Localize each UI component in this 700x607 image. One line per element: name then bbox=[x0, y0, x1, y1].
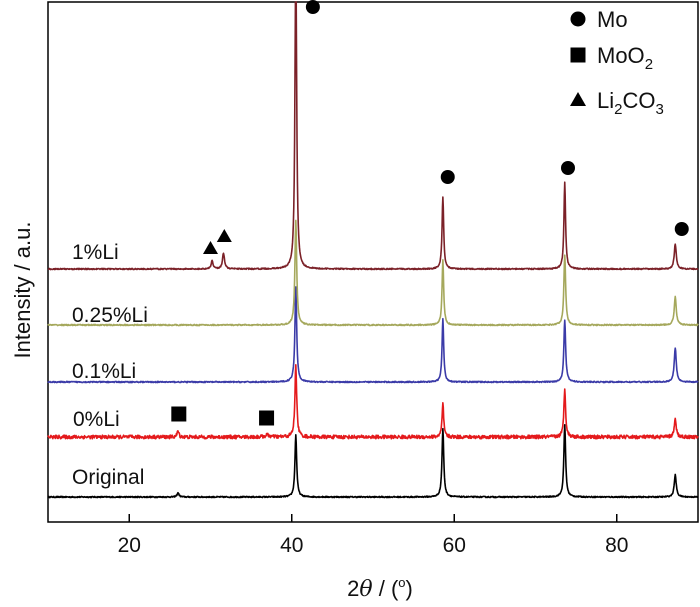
x-label-degree: o bbox=[398, 575, 405, 590]
phase-markers bbox=[171, 0, 689, 426]
x-label-prefix: 2 bbox=[347, 576, 359, 601]
legend-label-1: MoO2 bbox=[597, 43, 653, 73]
series-line-0 bbox=[47, 424, 699, 499]
plot-frame bbox=[47, 1, 699, 523]
triangle-marker-4 bbox=[203, 241, 218, 254]
circle-marker-2 bbox=[561, 161, 575, 175]
circle-marker-3 bbox=[674, 222, 689, 236]
legend-label-0: Mo bbox=[597, 7, 628, 32]
legend-label-2: Li2CO3 bbox=[597, 88, 664, 118]
series-line-3 bbox=[47, 219, 699, 327]
legend: Mo MoO2 Li2CO3 bbox=[570, 7, 664, 118]
series-line-4 bbox=[47, 1, 699, 271]
x-axis-label: 2θ / (o) bbox=[347, 575, 413, 602]
x-tick-label-40: 40 bbox=[280, 534, 303, 557]
legend-circle-icon bbox=[570, 11, 586, 27]
series-label-4: 1%Li bbox=[72, 241, 119, 264]
series-labels: Original 0%Li 0.1%Li 0.25%Li 1%Li bbox=[72, 241, 148, 489]
x-tick-label-60: 60 bbox=[443, 534, 466, 557]
series-line-2 bbox=[47, 286, 699, 384]
series-label-0: Original bbox=[72, 466, 144, 489]
series-label-3: 0.25%Li bbox=[72, 304, 148, 327]
circle-marker-1 bbox=[440, 170, 455, 184]
series-label-2: 0.1%Li bbox=[72, 360, 136, 383]
square-marker-7 bbox=[259, 410, 275, 426]
circle-marker-0 bbox=[305, 0, 320, 14]
square-marker-6 bbox=[171, 406, 187, 422]
x-tick-label-80: 80 bbox=[605, 534, 628, 557]
x-label-suffix: ) bbox=[406, 576, 413, 601]
triangle-marker-5 bbox=[216, 229, 232, 242]
legend-triangle-icon bbox=[570, 92, 586, 106]
y-axis-label: Intensity / a.u. bbox=[10, 222, 35, 359]
x-label-theta: θ bbox=[359, 577, 372, 602]
plot-border bbox=[47, 1, 699, 523]
legend-square-icon bbox=[570, 47, 586, 63]
series-label-1: 0%Li bbox=[73, 408, 120, 431]
x-tick-label-20: 20 bbox=[118, 534, 141, 557]
axis-ticks: 20 40 60 80 bbox=[118, 514, 628, 557]
x-label-sep: / ( bbox=[373, 576, 399, 601]
series-line-1 bbox=[47, 364, 699, 440]
series-layer bbox=[47, 1, 699, 499]
